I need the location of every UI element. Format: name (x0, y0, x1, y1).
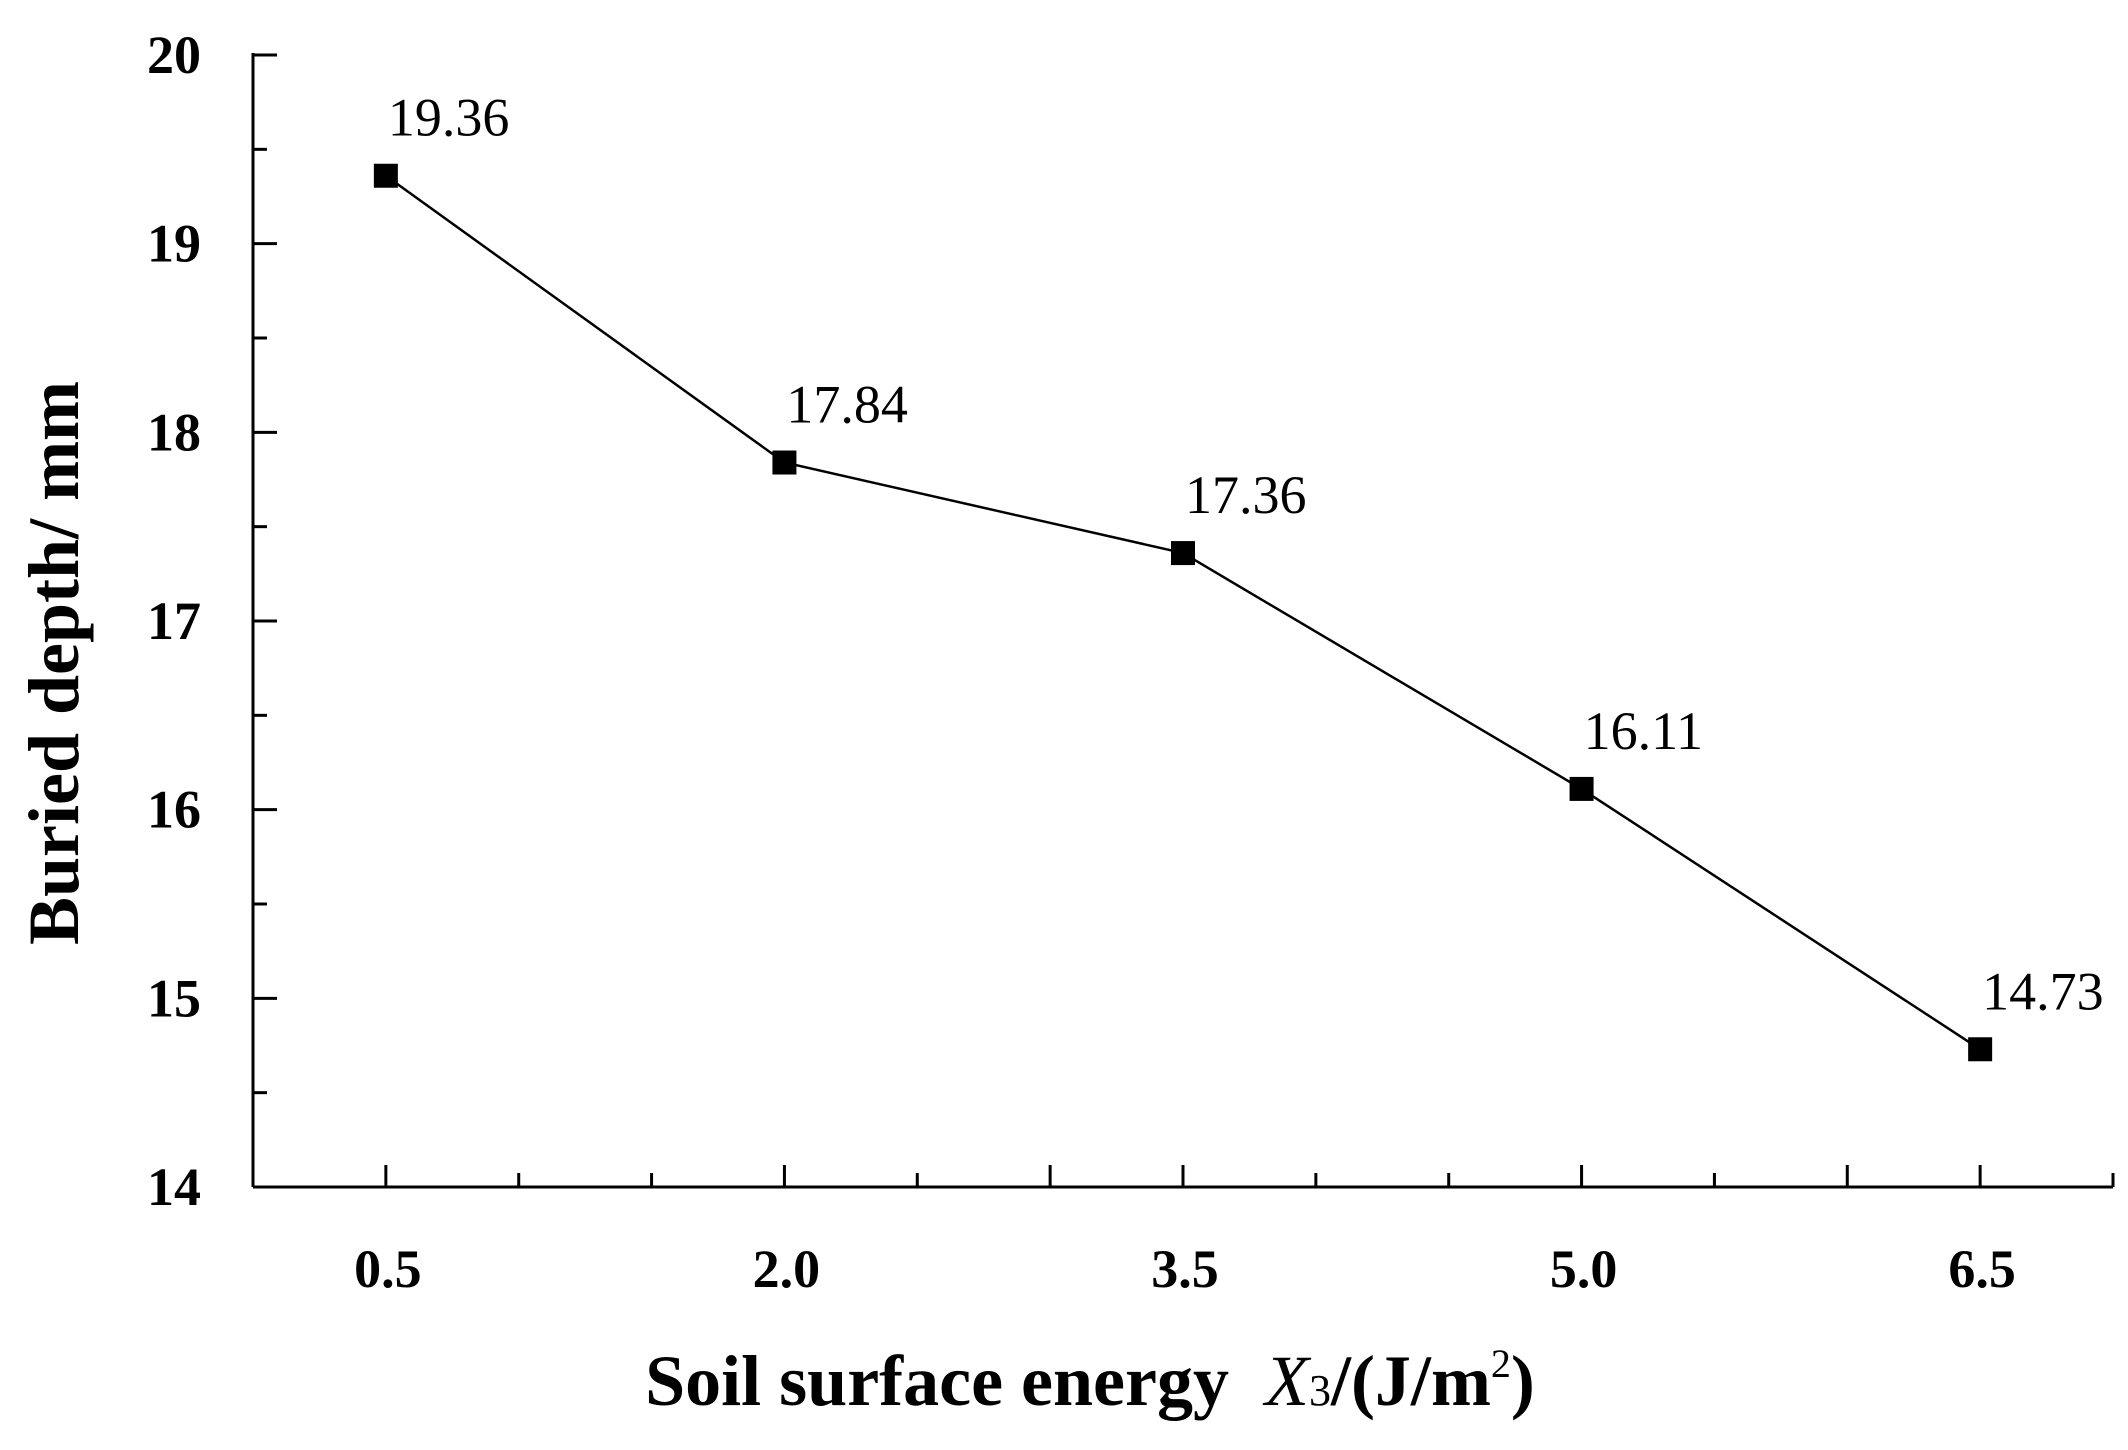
y-axis-ticks: 14 15 16 17 18 19 20 (147, 25, 277, 1217)
y-tick-label: 18 (147, 402, 201, 462)
series-line (385, 174, 1981, 1051)
y-tick-label: 14 (147, 1157, 201, 1217)
y-axis-title: Buried depth/ mm (14, 381, 94, 945)
data-label: 14.73 (1982, 961, 2104, 1021)
y-tick-label: 19 (147, 214, 201, 274)
x-tick-label: 6.5 (1948, 1239, 2016, 1299)
data-label: 17.36 (1185, 465, 1307, 525)
y-tick-label: 16 (147, 780, 201, 840)
data-point-marker (373, 163, 398, 188)
x-axis-ticks: 0.5 2.0 3.5 5.0 6.5 (354, 1165, 2115, 1299)
data-point-marker (772, 450, 797, 475)
x-tick-label: 0.5 (354, 1239, 422, 1299)
axes (251, 53, 2113, 1189)
x-tick-label: 5.0 (1550, 1239, 1618, 1299)
x-axis-title: Soil surface energy X3/(J/m2) (645, 1341, 1535, 1421)
data-point-marker (1171, 541, 1195, 566)
data-point-marker (1968, 1037, 1993, 1062)
data-series: 19.36 17.84 17.36 16.11 14.73 (373, 88, 2104, 1062)
data-label: 16.11 (1584, 701, 1704, 761)
data-label: 19.36 (388, 88, 510, 148)
y-tick-label: 20 (147, 25, 201, 85)
y-tick-label: 17 (147, 591, 201, 651)
x-tick-label: 2.0 (753, 1239, 821, 1299)
data-label: 17.84 (786, 375, 908, 435)
x-tick-label: 3.5 (1151, 1239, 1219, 1299)
data-point-marker (1569, 776, 1594, 801)
y-tick-label: 15 (147, 968, 201, 1028)
